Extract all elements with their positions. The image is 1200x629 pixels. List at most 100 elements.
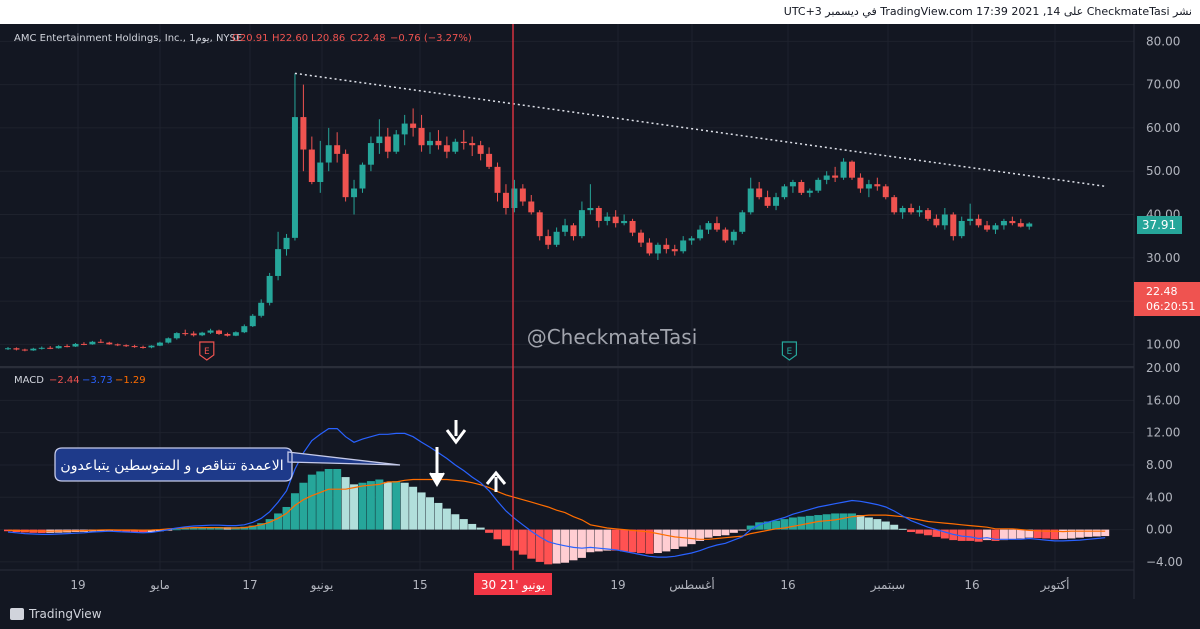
candle-body <box>789 182 796 187</box>
countdown-label: 06:20:51 <box>1146 300 1195 313</box>
candle-body <box>1026 223 1033 227</box>
macd-histogram-bar <box>814 515 823 530</box>
macd-signal-value: −1.29 <box>115 375 146 386</box>
macd-histogram-bar <box>383 481 392 530</box>
macd-histogram-bar <box>1042 529 1051 539</box>
candle-body <box>528 201 535 213</box>
macd-histogram-bar <box>940 529 949 539</box>
symbol-label: AMC Entertainment Holdings, Inc., 1يوم, … <box>14 33 242 44</box>
macd-histogram-bar <box>535 529 544 562</box>
candle-body <box>351 188 358 198</box>
candle-body <box>924 210 931 219</box>
macd-histogram-bar <box>848 513 856 530</box>
candle-body <box>435 140 442 146</box>
time-tick-label: 16 <box>780 578 795 592</box>
time-tick-label: أكتوبر <box>1040 577 1070 593</box>
macd-histogram-bar <box>637 529 645 554</box>
macd-tick-label: 16.00 <box>1146 393 1180 407</box>
macd-histogram-bar <box>1059 529 1067 539</box>
candle-body <box>688 238 695 241</box>
candle-body <box>460 141 467 144</box>
candle-body <box>494 166 501 193</box>
macd-histogram-bar <box>645 529 654 554</box>
candle-body <box>89 341 96 345</box>
macd-histogram-bar <box>704 529 713 538</box>
macd-axis[interactable]: −4.00 0.00 4.00 8.00 12.00 16.00 20.00 <box>1146 361 1183 569</box>
candle-body <box>773 197 780 206</box>
candle-body <box>815 179 822 191</box>
candle-body <box>384 136 391 152</box>
trendline[interactable] <box>294 72 1106 188</box>
macd-histogram-bar <box>890 524 899 530</box>
candle-body <box>190 333 197 336</box>
macd-histogram-bar <box>451 514 460 530</box>
macd-histogram-bar <box>696 529 705 541</box>
ohlc-high: H22.60 <box>272 33 308 44</box>
macd-histogram-bar <box>839 513 848 530</box>
macd-histogram-bar <box>974 529 983 542</box>
candle-body <box>604 216 611 221</box>
candle-body <box>578 210 585 237</box>
candle-body <box>747 188 754 213</box>
candle-body <box>224 333 231 336</box>
macd-main-line <box>7 428 1106 558</box>
annotation[interactable]: الاعمدة تتناقص و المتوسطين يتباعدون <box>54 420 507 492</box>
candle-body <box>13 348 20 350</box>
candle-body <box>165 338 172 343</box>
ohlc-low: L20.86 <box>311 33 345 44</box>
macd-histogram-bar <box>206 527 215 530</box>
candle-body <box>806 190 813 193</box>
candles <box>5 73 1033 352</box>
candle-body <box>317 162 324 183</box>
candle-body <box>511 188 518 208</box>
macd-tick-label: 0.00 <box>1146 523 1173 537</box>
macd-histogram-bar <box>468 523 477 530</box>
macd-histogram-bar <box>130 529 139 533</box>
macd-histogram-bar <box>139 529 148 533</box>
macd-histogram-bar <box>898 528 907 530</box>
earnings-marker: E <box>199 341 215 361</box>
time-tick-label: سبتمبر <box>870 578 905 593</box>
cursor-date-badge <box>474 573 552 595</box>
macd-histogram-bar <box>991 529 1000 541</box>
macd-histogram-bar <box>215 527 223 530</box>
candle-body <box>941 214 948 226</box>
candle-body <box>1000 220 1007 226</box>
candle-body <box>393 134 400 152</box>
candle-body <box>739 212 746 232</box>
price-legend: AMC Entertainment Holdings, Inc., 1يوم, … <box>14 33 472 44</box>
candle-body <box>123 345 130 347</box>
macd-histogram-bar <box>324 469 333 530</box>
macd-histogram-bar <box>603 529 612 551</box>
macd-histogram-bar <box>1033 529 1042 539</box>
candle-body <box>545 236 552 245</box>
macd-tick-label: 20.00 <box>1146 361 1180 375</box>
macd-histogram-bar <box>1075 529 1084 538</box>
candle-body <box>207 330 214 333</box>
candle-body <box>562 225 569 232</box>
macd-histogram-bar <box>299 482 308 530</box>
macd-histogram-bar <box>907 529 916 533</box>
macd-histogram-bar <box>1067 529 1076 539</box>
macd-histogram-bar <box>577 529 586 558</box>
candle-body <box>646 242 653 254</box>
earnings-badge <box>781 341 797 361</box>
price-and-macd-chart[interactable]: @CheckmateTasi EE 10.0020.0030.0040.0050… <box>0 24 1200 599</box>
tradingview-logo[interactable]: TradingView <box>10 607 102 621</box>
publish-header: نشر CheckmateTasi على TradingView.com 17… <box>0 0 1200 24</box>
candle-body <box>249 315 256 327</box>
candle-body <box>663 244 670 250</box>
candle-body <box>621 220 628 224</box>
macd-histogram-bar <box>594 529 603 552</box>
candle-body <box>882 186 889 198</box>
price-tick-label: 10.00 <box>1146 337 1180 351</box>
time-axis[interactable]: 19 مايو 17 يونيو 15 19 أغسطس 16 سبتمبر 16 أكتوبر <box>70 577 1069 593</box>
macd-histogram-bar <box>729 529 738 533</box>
candle-body <box>713 223 720 230</box>
macd-histogram-bar <box>822 514 831 530</box>
macd-legend: MACD −2.44 −3.73 −1.29 <box>14 375 146 386</box>
macd-histogram-bar <box>510 529 519 551</box>
candle-body <box>1017 223 1024 227</box>
brand-label: TradingView <box>29 607 102 621</box>
candle-body <box>38 347 45 349</box>
